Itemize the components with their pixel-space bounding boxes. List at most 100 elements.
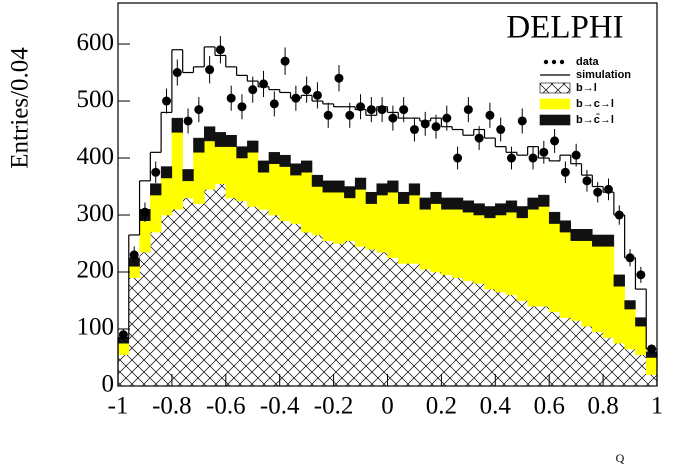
- data-point: [528, 153, 538, 163]
- bar-segment: [549, 311, 560, 386]
- x-tick-label: -1: [108, 393, 129, 420]
- bar-segment: [602, 234, 615, 247]
- bar-segment: [203, 126, 216, 142]
- bar-segment: [128, 266, 140, 278]
- data-point: [151, 167, 161, 177]
- data-point: [366, 105, 376, 115]
- bar-segment: [581, 240, 593, 327]
- bar-segment: [193, 203, 205, 386]
- x-axis-title: Q: [616, 451, 625, 465]
- x-tick-label: 1: [651, 393, 664, 420]
- bar-segment: [581, 326, 593, 386]
- bar-segment: [225, 197, 237, 386]
- bar-segment: [365, 191, 377, 204]
- data-point: [280, 56, 290, 66]
- data-point: [603, 184, 613, 194]
- bar-segment: [290, 163, 302, 176]
- y-tick-label: 0: [102, 371, 115, 398]
- bar-segment: [376, 252, 388, 386]
- x-tick-label: -0.2: [314, 393, 354, 420]
- y-tick-label: 600: [77, 29, 115, 56]
- bar-segment: [117, 343, 130, 355]
- bar-segment: [516, 300, 528, 386]
- bar-segment: [430, 191, 442, 204]
- bar-segment: [214, 146, 227, 184]
- bar-segment: [290, 223, 302, 386]
- bar-segment: [203, 140, 216, 190]
- bar-segment: [268, 152, 280, 164]
- bar-segment: [171, 117, 183, 133]
- y-tick-label: 100: [77, 314, 115, 341]
- data-point: [453, 153, 463, 163]
- data-point: [399, 105, 409, 115]
- bar-segment: [538, 194, 550, 207]
- bar-segment: [473, 214, 485, 284]
- data-point: [183, 116, 193, 126]
- legend-marker: [539, 98, 571, 110]
- bar-segment: [613, 343, 625, 386]
- bar-segment: [645, 357, 658, 375]
- bar-segment: [215, 183, 226, 386]
- bar-segment: [344, 240, 356, 386]
- bar-segment: [419, 269, 431, 386]
- bar-segment: [322, 240, 334, 386]
- data-point: [302, 85, 312, 95]
- bar-segment: [398, 263, 410, 386]
- bar-segment: [462, 280, 474, 386]
- bar-segment: [398, 191, 410, 204]
- legend-marker: [543, 59, 549, 65]
- bar-segment: [516, 206, 528, 219]
- data-point: [259, 79, 269, 89]
- data-point: [539, 147, 549, 157]
- bar-segment: [484, 289, 496, 386]
- bar-segment: [257, 172, 270, 210]
- bar-segment: [257, 160, 270, 173]
- bar-segment: [354, 177, 367, 190]
- bar-segment: [225, 134, 237, 147]
- data-point: [625, 253, 635, 263]
- x-tick-label: -0.6: [206, 393, 246, 420]
- data-point: [162, 96, 172, 106]
- bar-segment: [430, 203, 442, 273]
- data-point: [205, 65, 215, 75]
- bar-segment: [311, 174, 324, 187]
- bar-segment: [635, 325, 647, 355]
- bar-segment: [193, 152, 205, 204]
- legend-marker: [551, 59, 557, 65]
- x-tick-label: 0.2: [426, 393, 457, 420]
- bar-segment: [527, 306, 539, 386]
- bar-segment: [225, 146, 237, 199]
- data-point: [647, 344, 657, 354]
- bar-segment: [484, 206, 496, 219]
- data-point: [312, 90, 322, 100]
- bar-segment: [150, 194, 162, 233]
- bar-segment: [161, 215, 172, 386]
- x-tick-label: 0: [381, 393, 394, 420]
- bar-segment: [236, 157, 248, 202]
- bar-segment: [247, 152, 259, 207]
- data-point: [129, 250, 139, 260]
- y-tick-label: 400: [77, 143, 115, 170]
- bar-segment: [408, 183, 421, 196]
- data-point: [194, 105, 204, 115]
- data-point: [636, 270, 646, 280]
- data-point: [614, 210, 624, 220]
- bar-segment: [538, 206, 550, 307]
- bar-segment: [247, 206, 259, 386]
- data-point: [571, 150, 581, 160]
- bar-segment: [570, 229, 582, 241]
- bar-segment: [473, 283, 485, 386]
- bar-segment: [301, 232, 313, 386]
- bar-segment: [312, 234, 323, 386]
- bar-segment: [516, 217, 528, 301]
- bar-segment: [527, 197, 539, 210]
- bar-segment: [301, 160, 313, 173]
- data-point: [215, 45, 225, 55]
- bar-segment: [204, 189, 216, 386]
- data-point: [420, 119, 430, 129]
- x-tick-label: 0.8: [587, 393, 618, 420]
- bar-segment: [322, 191, 334, 241]
- legend-marker: [539, 82, 571, 94]
- y-tick-label: 500: [77, 86, 115, 113]
